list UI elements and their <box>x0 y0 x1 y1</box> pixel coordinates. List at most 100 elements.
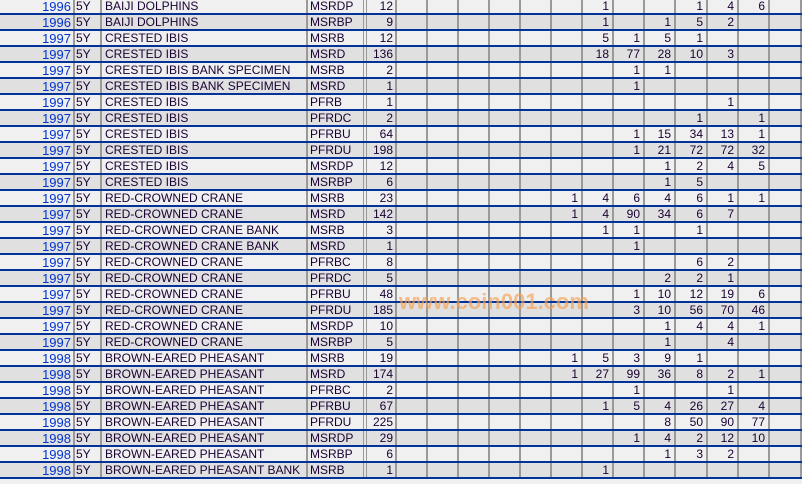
table-row: 1997 5Y CRESTED IBIS MSRD 136 18 77 28 10 3 <box>0 47 802 63</box>
grade-count-cell: 1 <box>739 319 770 333</box>
table-row: 1997 5Y RED-CROWNED CRANE PFRBU 48 1 10 12 19 6 <box>0 287 802 303</box>
type-cell: PFRBC <box>308 383 367 397</box>
grade-count-cell <box>770 223 802 237</box>
grade-count-cell: 2 <box>708 447 739 461</box>
year-link[interactable]: 1997 <box>0 319 75 333</box>
coin-name-cell: CRESTED IBIS <box>102 127 308 141</box>
grade-count-cell <box>428 111 459 125</box>
year-link[interactable]: 1997 <box>0 271 75 285</box>
grade-count-cell: 90 <box>708 415 739 429</box>
coin-name-cell: CRESTED IBIS BANK SPECIMEN <box>102 79 308 93</box>
year-link[interactable]: 1998 <box>0 447 75 461</box>
grade-count-cell <box>521 223 552 237</box>
grade-count-cell: 36 <box>645 367 676 381</box>
grade-count-cell <box>770 143 802 157</box>
year-link[interactable]: 1997 <box>0 335 75 349</box>
grade-count-cell <box>770 239 802 253</box>
grade-count-cell <box>459 207 490 221</box>
grade-count-cell: 1 <box>708 383 739 397</box>
year-link[interactable]: 1998 <box>0 351 75 365</box>
grade-count-cell: 50 <box>677 415 708 429</box>
grade-count-cell: 1 <box>645 319 676 333</box>
grade-count-cell <box>397 223 428 237</box>
total-cell: 225 <box>367 415 397 429</box>
year-link[interactable]: 1997 <box>0 255 75 269</box>
year-link[interactable]: 1997 <box>0 239 75 253</box>
table-row: 1997 5Y RED-CROWNED CRANE BANK MSRD 1 1 <box>0 239 802 255</box>
coin-name-cell: RED-CROWNED CRANE <box>102 271 308 285</box>
grade-count-cell <box>645 223 676 237</box>
grade-count-cell: 1 <box>708 95 739 109</box>
grade-count-cell <box>521 47 552 61</box>
year-link[interactable]: 1998 <box>0 383 75 397</box>
year-link[interactable]: 1997 <box>0 175 75 189</box>
grade-count-cell <box>583 303 614 317</box>
grade-count-cell <box>397 255 428 269</box>
grade-count-cell <box>397 111 428 125</box>
grade-count-cell <box>521 95 552 109</box>
grade-count-cell <box>490 207 521 221</box>
grade-count-cell <box>459 335 490 349</box>
year-link[interactable]: 1997 <box>0 207 75 221</box>
grade-count-cell: 21 <box>645 143 676 157</box>
year-link[interactable]: 1997 <box>0 31 75 45</box>
total-cell: 136 <box>367 47 397 61</box>
coin-name-cell: RED-CROWNED CRANE <box>102 191 308 205</box>
grade-count-cell <box>459 31 490 45</box>
table-row: 1998 5Y BROWN-EARED PHEASANT PFRDU 225 8 50 90 7… <box>0 415 802 431</box>
grade-count-cell <box>770 287 802 301</box>
year-link[interactable]: 1996 <box>0 15 75 29</box>
year-link[interactable]: 1997 <box>0 287 75 301</box>
grade-count-cell <box>770 207 802 221</box>
coin-name-cell: RED-CROWNED CRANE BANK <box>102 223 308 237</box>
denomination-cell: 5Y <box>75 143 102 157</box>
year-link[interactable]: 1996 <box>0 0 75 13</box>
grade-count-cell <box>521 335 552 349</box>
grade-count-cell <box>490 0 521 13</box>
year-link[interactable]: 1997 <box>0 95 75 109</box>
grade-count-cell <box>583 255 614 269</box>
year-link[interactable]: 1997 <box>0 143 75 157</box>
grade-count-cell: 4 <box>583 191 614 205</box>
grade-count-cell <box>739 335 770 349</box>
grade-count-cell <box>614 255 645 269</box>
coin-name-cell: RED-CROWNED CRANE <box>102 335 308 349</box>
year-link[interactable]: 1997 <box>0 111 75 125</box>
year-link[interactable]: 1998 <box>0 431 75 445</box>
grade-count-cell <box>428 383 459 397</box>
year-link[interactable]: 1997 <box>0 303 75 317</box>
grade-count-cell: 8 <box>677 367 708 381</box>
total-cell: 174 <box>367 367 397 381</box>
grade-count-cell <box>459 223 490 237</box>
grade-count-cell <box>397 447 428 461</box>
year-link[interactable]: 1997 <box>0 63 75 77</box>
year-link[interactable]: 1997 <box>0 79 75 93</box>
grade-count-cell <box>770 319 802 333</box>
grade-count-cell <box>521 463 552 477</box>
grade-count-cell <box>428 159 459 173</box>
table-row: 1998 5Y BROWN-EARED PHEASANT MSRBP 6 1 3 2 <box>0 447 802 463</box>
coin-name-cell: CRESTED IBIS <box>102 143 308 157</box>
year-link[interactable]: 1997 <box>0 223 75 237</box>
year-link[interactable]: 1997 <box>0 191 75 205</box>
grade-count-cell: 4 <box>708 319 739 333</box>
grade-count-cell <box>459 319 490 333</box>
grade-count-cell <box>708 111 739 125</box>
year-link[interactable]: 1998 <box>0 399 75 413</box>
year-link[interactable]: 1997 <box>0 127 75 141</box>
year-link[interactable]: 1998 <box>0 415 75 429</box>
grade-count-cell <box>552 239 583 253</box>
year-link[interactable]: 1998 <box>0 463 75 477</box>
type-cell: MSRD <box>308 47 367 61</box>
grade-count-cell: 1 <box>677 223 708 237</box>
total-cell: 5 <box>367 271 397 285</box>
grade-count-cell <box>708 239 739 253</box>
grade-count-cell <box>397 127 428 141</box>
table-row: 1996 5Y BAIJI DOLPHINS MSRDP 12 1 1 4 6 <box>0 0 802 15</box>
year-link[interactable]: 1997 <box>0 159 75 173</box>
grade-count-cell <box>770 79 802 93</box>
year-link[interactable]: 1998 <box>0 367 75 381</box>
year-link[interactable]: 1997 <box>0 47 75 61</box>
grade-count-cell <box>739 47 770 61</box>
grade-count-cell <box>521 15 552 29</box>
